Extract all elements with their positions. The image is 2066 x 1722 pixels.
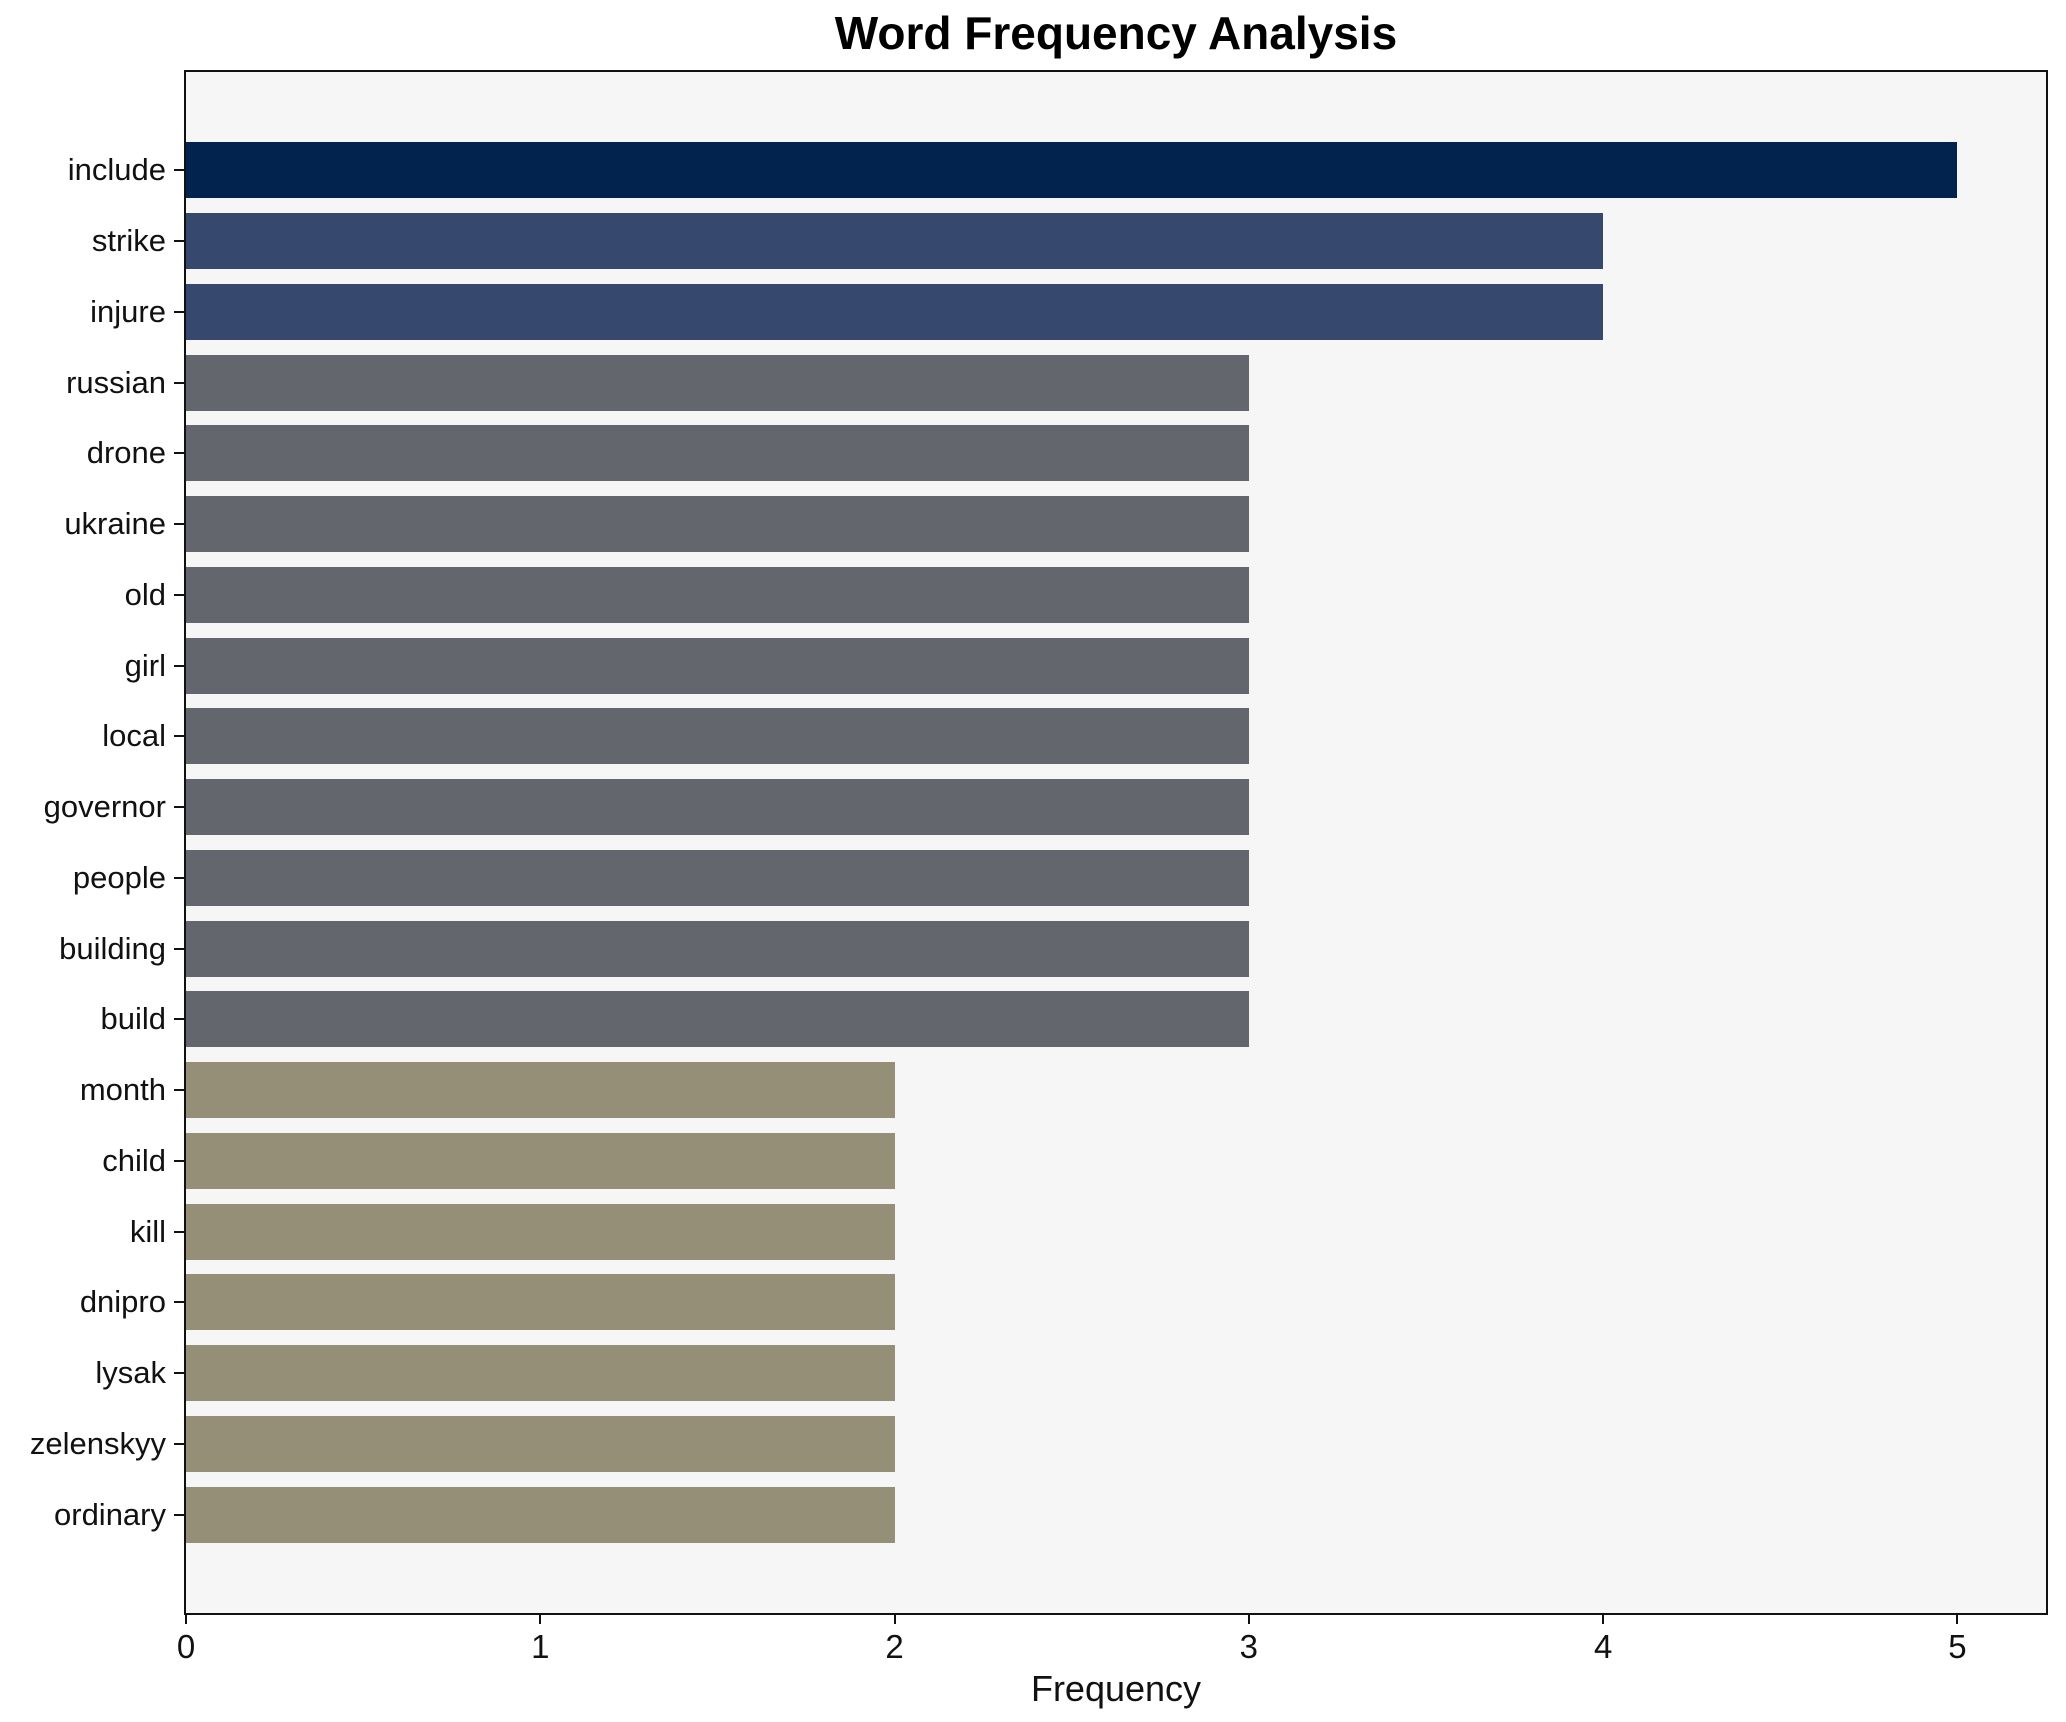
x-axis-label: Frequency xyxy=(1030,1668,1202,1709)
y-tick-label-child: child xyxy=(102,1142,166,1178)
y-tick-mark xyxy=(174,593,185,596)
x-tick-label-5: 5 xyxy=(1948,1628,1967,1665)
y-tick-mark xyxy=(174,1372,185,1375)
bar-kill xyxy=(186,1203,895,1260)
y-tick-mark xyxy=(174,310,185,313)
y-tick-mark xyxy=(174,169,185,172)
y-tick-label-build: build xyxy=(100,1001,167,1037)
y-tick-mark xyxy=(174,876,185,879)
y-tick-label-girl: girl xyxy=(124,647,166,683)
x-tick-mark xyxy=(1247,1613,1250,1624)
bar-dnipro xyxy=(186,1274,895,1331)
bar-ordinary xyxy=(186,1486,895,1543)
y-tick-label-building: building xyxy=(59,930,166,966)
bar-strike xyxy=(186,213,1604,270)
bar-old xyxy=(186,566,1249,623)
bar-build xyxy=(186,991,1249,1048)
x-tick-label-1: 1 xyxy=(531,1628,550,1665)
y-tick-label-dnipro: dnipro xyxy=(79,1284,166,1320)
bar-lysak xyxy=(186,1345,895,1402)
y-tick-label-people: people xyxy=(72,859,166,895)
y-tick-mark xyxy=(174,1442,185,1445)
y-tick-label-drone: drone xyxy=(86,435,166,471)
bar-zelenskyy xyxy=(186,1415,895,1472)
bar-girl xyxy=(186,637,1249,694)
x-tick-mark xyxy=(185,1613,187,1624)
y-tick-label-lysak: lysak xyxy=(95,1355,166,1391)
y-tick-mark xyxy=(174,1018,185,1021)
y-tick-mark xyxy=(174,806,185,809)
x-tick-mark xyxy=(893,1613,896,1624)
bar-drone xyxy=(186,425,1249,482)
x-tick-mark xyxy=(1602,1613,1605,1624)
bar-month xyxy=(186,1062,895,1119)
x-tick-label-0: 0 xyxy=(176,1628,196,1665)
y-tick-label-include: include xyxy=(67,152,166,188)
y-tick-mark xyxy=(174,664,185,667)
y-tick-mark xyxy=(174,452,185,455)
y-tick-label-old: old xyxy=(124,576,166,612)
y-tick-label-local: local xyxy=(102,718,166,754)
x-tick-label-2: 2 xyxy=(885,1628,904,1665)
bar-injure xyxy=(186,283,1604,340)
bar-russian xyxy=(186,354,1249,411)
y-tick-mark xyxy=(174,1301,185,1304)
y-tick-mark xyxy=(174,735,185,738)
y-tick-mark xyxy=(174,1513,185,1516)
y-tick-label-ordinary: ordinary xyxy=(54,1496,166,1532)
y-tick-mark xyxy=(174,1089,185,1092)
bar-child xyxy=(186,1132,895,1189)
plot-area xyxy=(184,70,2048,1615)
y-tick-mark xyxy=(174,1159,185,1162)
x-tick-mark xyxy=(539,1613,542,1624)
bar-include xyxy=(186,142,1958,199)
y-tick-mark xyxy=(174,1230,185,1233)
bar-building xyxy=(186,920,1249,977)
y-tick-mark xyxy=(174,240,185,243)
y-tick-label-kill: kill xyxy=(129,1213,166,1249)
x-tick-label-3: 3 xyxy=(1239,1628,1259,1665)
bar-ukraine xyxy=(186,496,1249,553)
y-tick-label-governor: governor xyxy=(43,789,166,825)
bar-governor xyxy=(186,779,1249,836)
y-tick-mark xyxy=(174,523,185,526)
chart-title: Word Frequency Analysis xyxy=(834,7,1398,59)
y-tick-label-russian: russian xyxy=(66,364,166,400)
y-tick-label-zelenskyy: zelenskyy xyxy=(29,1425,166,1461)
x-tick-mark xyxy=(1956,1613,1959,1624)
bar-people xyxy=(186,849,1249,906)
y-tick-mark xyxy=(174,381,185,384)
y-tick-label-strike: strike xyxy=(91,223,166,259)
y-tick-label-month: month xyxy=(79,1072,166,1108)
y-tick-mark xyxy=(174,947,185,950)
x-tick-label-4: 4 xyxy=(1593,1628,1613,1665)
y-tick-label-ukraine: ukraine xyxy=(64,506,166,542)
y-tick-label-injure: injure xyxy=(90,293,166,329)
bar-local xyxy=(186,708,1249,765)
